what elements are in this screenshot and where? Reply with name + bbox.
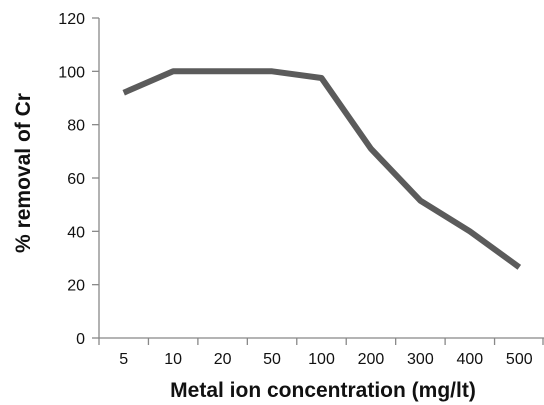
x-axis — [98, 337, 544, 345]
y-axis-title: % removal of Cr — [12, 93, 35, 253]
x-axis-title: Metal ion concentration (mg/lt) — [170, 379, 476, 402]
y-tick-label: 60 — [67, 171, 85, 188]
x-tick-labels: 5 10 20 50 100 200 300 400 500 — [119, 351, 532, 368]
x-tick-label: 20 — [214, 351, 232, 368]
x-tick-label: 100 — [308, 351, 335, 368]
x-tick-label: 200 — [358, 351, 385, 368]
x-tick-label: 50 — [263, 351, 281, 368]
y-tick-labels: 0 20 40 60 80 100 120 — [58, 11, 85, 348]
x-tick-label: 300 — [407, 351, 434, 368]
y-tick-label: 40 — [67, 224, 85, 241]
x-tick-label: 5 — [119, 351, 128, 368]
series-group — [122, 68, 522, 270]
x-tick-label: 10 — [164, 351, 182, 368]
x-tick-label: 400 — [456, 351, 483, 368]
y-tick-label: 120 — [58, 11, 85, 28]
series-line — [122, 68, 522, 270]
y-tick-label: 20 — [67, 278, 85, 295]
y-tick-label: 80 — [67, 118, 85, 135]
x-tick-label: 500 — [506, 351, 533, 368]
y-tick-label: 100 — [58, 64, 85, 81]
y-tick-label: 0 — [76, 331, 85, 348]
y-axis — [92, 17, 100, 339]
